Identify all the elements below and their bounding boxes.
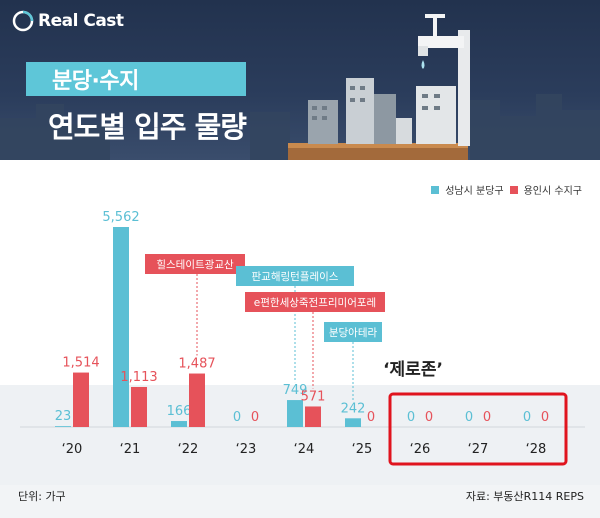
unit-note: 단위: 가구 bbox=[18, 490, 66, 503]
title-line1-text: 분당·수지 bbox=[52, 69, 139, 94]
annotation-box-3 bbox=[324, 322, 382, 342]
value-label-suji-0: 1,514 bbox=[62, 356, 99, 371]
value-label-bundang-1: 5,562 bbox=[102, 210, 139, 225]
bar-bundang-2 bbox=[171, 421, 187, 427]
source-note: 자료: 부동산R114 REPS bbox=[465, 490, 584, 503]
legend: 성남시 분당구 용인시 수지구 bbox=[431, 182, 582, 197]
x-tick-label-7: ‘27 bbox=[468, 442, 489, 457]
x-tick-label-1: ‘21 bbox=[120, 442, 141, 457]
bar-suji-0 bbox=[73, 372, 89, 427]
x-tick-label-3: ‘23 bbox=[236, 442, 257, 457]
skyline-illustration bbox=[0, 14, 600, 160]
annotation-label-3: 분당아테라 bbox=[329, 327, 378, 339]
value-label-suji-5: 0 bbox=[367, 410, 375, 425]
value-label-suji-8: 0 bbox=[541, 410, 549, 425]
annotation-label-2: e편한세상죽전프리미어포레 bbox=[254, 296, 376, 309]
bar-bundang-4 bbox=[287, 400, 303, 427]
value-label-suji-7: 0 bbox=[483, 410, 491, 425]
value-label-suji-6: 0 bbox=[425, 410, 433, 425]
value-label-bundang-2: 166 bbox=[167, 404, 192, 419]
x-tick-label-5: ‘25 bbox=[352, 442, 373, 457]
legend-label-bundang: 성남시 분당구 bbox=[445, 186, 504, 197]
value-label-bundang-8: 0 bbox=[523, 410, 531, 425]
bar-suji-4 bbox=[305, 406, 321, 427]
value-label-suji-4: 571 bbox=[301, 389, 326, 404]
header-banner: Real Cast 분당·수지 연도별 입주 물량 bbox=[0, 0, 600, 160]
bar-bundang-0 bbox=[55, 426, 71, 427]
value-label-suji-1: 1,113 bbox=[120, 370, 157, 385]
legend-swatch-bundang bbox=[431, 185, 440, 194]
value-label-bundang-4: 749 bbox=[283, 383, 308, 398]
value-label-bundang-3: 0 bbox=[233, 410, 241, 425]
bar-bundang-1 bbox=[113, 227, 129, 427]
brand-name: Real Cast bbox=[38, 11, 124, 31]
title-line1: 분당·수지 bbox=[26, 62, 246, 96]
annotation-label-1: 판교해링턴플레이스 bbox=[252, 270, 339, 283]
annotation-box-1 bbox=[236, 266, 354, 286]
x-tick-label-2: ‘22 bbox=[178, 442, 199, 457]
annotation-box-0 bbox=[145, 254, 245, 274]
annotation-box-2 bbox=[245, 292, 385, 312]
value-label-bundang-5: 242 bbox=[341, 401, 366, 416]
bar-suji-1 bbox=[131, 386, 147, 427]
value-label-bundang-7: 0 bbox=[465, 410, 473, 425]
value-label-bundang-6: 0 bbox=[407, 410, 415, 425]
legend-swatch-suji bbox=[509, 185, 518, 194]
x-tick-label-4: ‘24 bbox=[294, 442, 315, 457]
x-tick-label-6: ‘26 bbox=[410, 442, 431, 457]
annotation-label-0: 힐스테이트광교산 bbox=[156, 258, 234, 271]
legend-label-suji: 용인시 수지구 bbox=[523, 186, 582, 197]
brand-logo: Real Cast bbox=[12, 10, 124, 32]
title-line2: 연도별 입주 물량 bbox=[48, 110, 247, 144]
logo-mark-icon bbox=[12, 10, 34, 32]
bar-bundang-5 bbox=[345, 418, 361, 427]
value-label-suji-2: 1,487 bbox=[178, 357, 215, 372]
value-label-suji-3: 0 bbox=[251, 410, 259, 425]
x-tick-label-0: ‘20 bbox=[62, 442, 83, 457]
bar-suji-2 bbox=[189, 373, 205, 427]
zero-zone-label: ‘제로존’ bbox=[383, 360, 443, 380]
value-label-bundang-0: 23 bbox=[55, 409, 72, 424]
x-tick-label-8: ‘28 bbox=[526, 442, 547, 457]
zero-zone-highlight-box bbox=[388, 392, 568, 466]
